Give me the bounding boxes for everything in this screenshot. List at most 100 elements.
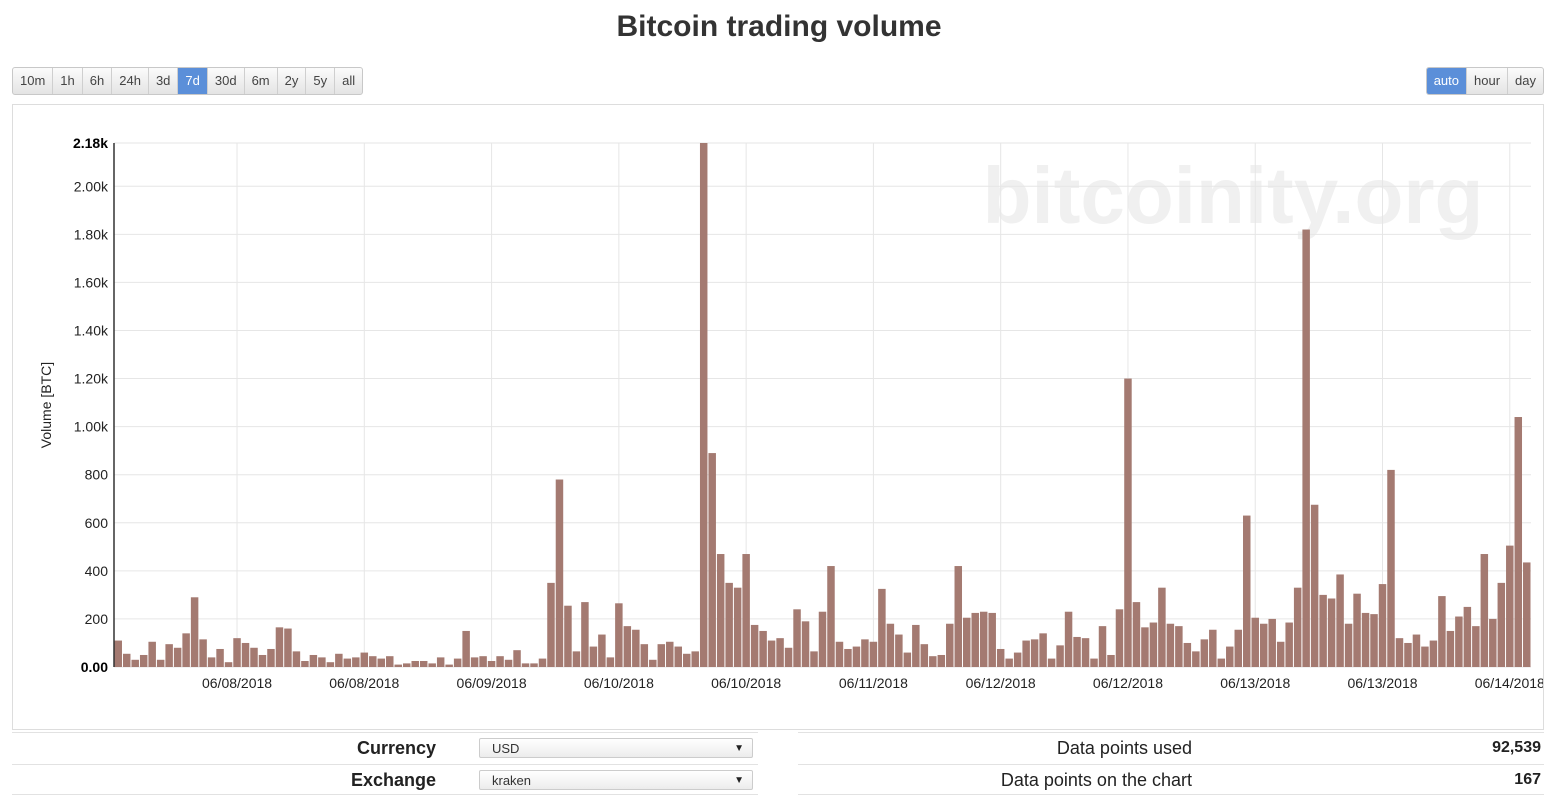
range-button-1h[interactable]: 1h (53, 68, 83, 94)
y-tick-label: 400 (85, 563, 109, 579)
volume-bar (148, 641, 156, 667)
x-tick-label: 06/09/2018 (457, 675, 527, 691)
volume-bar (988, 612, 996, 667)
currency-label: Currency (356, 738, 436, 758)
volume-bar (929, 656, 937, 667)
volume-bar (1489, 618, 1497, 667)
volume-bar (165, 644, 173, 667)
volume-bar (1429, 640, 1438, 667)
volume-bar (122, 653, 131, 667)
volume-bar (233, 638, 241, 667)
volume-bar (1404, 642, 1412, 667)
volume-bar (216, 648, 224, 667)
volume-bar (547, 582, 555, 667)
volume-bar (250, 647, 258, 667)
volume-bar (1268, 618, 1276, 667)
volume-bar (699, 143, 708, 667)
volume-bar (827, 566, 835, 667)
volume-bar (1497, 582, 1506, 667)
volume-bar (1463, 606, 1472, 667)
volume-bar (1480, 554, 1489, 667)
volume-bar (615, 603, 623, 667)
volume-bar (581, 602, 589, 667)
range-button-5y[interactable]: 5y (306, 68, 336, 94)
volume-bar (1217, 658, 1226, 667)
volume-bar (725, 582, 733, 667)
volume-bar (1293, 587, 1302, 667)
volume-bar (445, 664, 453, 667)
currency-select[interactable]: USD ▼ (479, 738, 753, 758)
volume-bar (759, 630, 767, 667)
volume-bar (428, 663, 436, 667)
volume-bar (861, 639, 869, 667)
volume-bar (946, 623, 954, 667)
volume-bar (114, 640, 122, 667)
range-button-3d[interactable]: 3d (149, 68, 179, 94)
volume-bar (1226, 646, 1234, 667)
volume-bar (419, 660, 428, 667)
y-tick-label: 2.18k (73, 135, 108, 151)
volume-bar (691, 651, 699, 667)
volume-bar (309, 654, 318, 667)
points-chart-value: 167 (1514, 771, 1541, 788)
points-used-label: Data points used (1056, 738, 1192, 758)
time-range-selector: 10m 1h 6h 24h 3d 7d 30d 6m 2y 5y all (12, 67, 364, 95)
y-tick-label: 0.00 (81, 659, 108, 675)
volume-bar (1412, 634, 1421, 667)
range-button-2y[interactable]: 2y (278, 68, 307, 94)
range-button-7d[interactable]: 7d (178, 68, 208, 94)
resolution-button-day[interactable]: day (1515, 73, 1536, 88)
y-axis-title: Volume [BTC] (38, 362, 54, 448)
volume-bar (1336, 574, 1344, 667)
y-tick-label: 1.60k (74, 274, 109, 290)
x-tick-label: 06/13/2018 (1220, 675, 1290, 691)
volume-bar (190, 597, 199, 667)
volume-bar (767, 640, 776, 667)
range-button-6h[interactable]: 6h (83, 68, 113, 94)
volume-bar (682, 653, 691, 667)
volume-bar (1285, 622, 1293, 667)
volume-bar (1166, 623, 1175, 667)
volume-bar (869, 641, 878, 667)
range-button-10m[interactable]: 10m (13, 68, 54, 94)
volume-bar (632, 629, 640, 667)
volume-bar (411, 660, 419, 667)
volume-bar-chart: bitcoinity.org 0.00 200 400 600 800 1.00k 1.20k… (38, 135, 1545, 691)
resolution-button-auto[interactable]: auto (1426, 68, 1467, 94)
volume-bar (377, 658, 386, 667)
volume-bar (352, 657, 360, 667)
volume-bar (1514, 417, 1523, 667)
resolution-selector: auto hour day (1425, 67, 1544, 95)
volume-bar (131, 659, 139, 667)
volume-bar (606, 657, 615, 667)
x-tick-label: 06/10/2018 (711, 675, 781, 691)
volume-bar (207, 657, 216, 667)
volume-bar (912, 624, 920, 667)
volume-bar (1124, 378, 1132, 667)
volume-bar (1259, 623, 1268, 667)
volume-bar (394, 664, 402, 667)
volume-bar (835, 641, 844, 667)
y-tick-label: 1.20k (74, 371, 109, 387)
range-button-6m[interactable]: 6m (245, 68, 278, 94)
volume-bar (1064, 611, 1073, 667)
exchange-select[interactable]: kraken ▼ (479, 770, 753, 790)
volume-bar (1030, 639, 1039, 667)
volume-bar (1361, 612, 1370, 667)
volume-bar (776, 638, 784, 667)
volume-bar (818, 611, 827, 667)
volume-bar (513, 650, 521, 667)
range-button-all[interactable]: all (342, 73, 356, 88)
volume-bar (649, 659, 657, 667)
resolution-button-hour[interactable]: hour (1467, 68, 1509, 94)
x-tick-label: 06/08/2018 (329, 675, 399, 691)
volume-bar (1506, 545, 1514, 667)
volume-bar (1395, 638, 1404, 667)
volume-bar (1132, 602, 1141, 667)
volume-bar (139, 654, 148, 667)
range-button-30d[interactable]: 30d (208, 68, 245, 94)
volume-bar (1047, 658, 1056, 667)
range-button-24h[interactable]: 24h (112, 68, 149, 94)
volume-bar (1149, 622, 1158, 667)
volume-bar (504, 659, 513, 667)
